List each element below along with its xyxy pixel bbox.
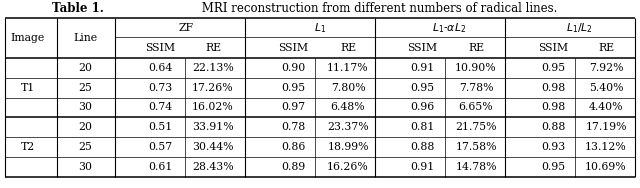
Text: 0.57: 0.57: [148, 142, 172, 152]
Text: 0.89: 0.89: [281, 162, 305, 172]
Text: 25: 25: [78, 83, 92, 93]
Text: 0.81: 0.81: [410, 122, 434, 132]
Text: SSIM: SSIM: [278, 43, 308, 53]
Text: 14.78%: 14.78%: [455, 162, 497, 172]
Text: MRI reconstruction from different numbers of radical lines.: MRI reconstruction from different number…: [198, 2, 557, 14]
Text: 20: 20: [78, 63, 92, 73]
Text: 0.93: 0.93: [541, 142, 565, 152]
Text: 30: 30: [78, 102, 92, 112]
Text: 0.95: 0.95: [281, 83, 305, 93]
Text: $L_1$-$\alpha L_2$: $L_1$-$\alpha L_2$: [432, 21, 466, 35]
Text: 10.69%: 10.69%: [585, 162, 627, 172]
Text: 0.64: 0.64: [148, 63, 172, 73]
Text: 0.97: 0.97: [281, 102, 305, 112]
Text: 25: 25: [78, 142, 92, 152]
Text: RE: RE: [205, 43, 221, 53]
Text: 16.26%: 16.26%: [327, 162, 369, 172]
Text: 28.43%: 28.43%: [192, 162, 234, 172]
Text: 17.26%: 17.26%: [192, 83, 234, 93]
Text: $L_1$: $L_1$: [314, 21, 326, 35]
Text: 7.78%: 7.78%: [459, 83, 493, 93]
Text: 5.40%: 5.40%: [589, 83, 623, 93]
Text: 21.75%: 21.75%: [455, 122, 497, 132]
Text: 22.13%: 22.13%: [192, 63, 234, 73]
Text: 0.78: 0.78: [281, 122, 305, 132]
Text: 0.88: 0.88: [541, 122, 565, 132]
Text: RE: RE: [598, 43, 614, 53]
Text: SSIM: SSIM: [407, 43, 437, 53]
Text: Image: Image: [11, 33, 45, 43]
Text: 7.92%: 7.92%: [589, 63, 623, 73]
Text: ZF: ZF: [179, 23, 193, 33]
Text: RE: RE: [468, 43, 484, 53]
Text: 0.91: 0.91: [410, 63, 434, 73]
Text: 0.98: 0.98: [541, 83, 565, 93]
Text: 20: 20: [78, 122, 92, 132]
Text: SSIM: SSIM: [538, 43, 568, 53]
Text: 0.95: 0.95: [410, 83, 434, 93]
Text: 7.80%: 7.80%: [331, 83, 365, 93]
Text: 0.61: 0.61: [148, 162, 172, 172]
Text: RE: RE: [340, 43, 356, 53]
Text: 6.48%: 6.48%: [331, 102, 365, 112]
Text: 30.44%: 30.44%: [192, 142, 234, 152]
Text: 0.95: 0.95: [541, 63, 565, 73]
Text: T1: T1: [21, 83, 35, 93]
Text: Line: Line: [73, 33, 97, 43]
Text: 0.86: 0.86: [281, 142, 305, 152]
Text: 0.88: 0.88: [410, 142, 434, 152]
Text: 0.74: 0.74: [148, 102, 172, 112]
Text: 6.65%: 6.65%: [459, 102, 493, 112]
Text: 11.17%: 11.17%: [327, 63, 369, 73]
Text: 17.19%: 17.19%: [585, 122, 627, 132]
Text: 30: 30: [78, 162, 92, 172]
Text: 0.95: 0.95: [541, 162, 565, 172]
Text: 0.91: 0.91: [410, 162, 434, 172]
Text: 33.91%: 33.91%: [192, 122, 234, 132]
Text: 0.96: 0.96: [410, 102, 434, 112]
Text: 0.98: 0.98: [541, 102, 565, 112]
Text: 0.90: 0.90: [281, 63, 305, 73]
Text: 23.37%: 23.37%: [327, 122, 369, 132]
Text: 0.73: 0.73: [148, 83, 172, 93]
Text: Table 1.: Table 1.: [52, 2, 104, 14]
Text: $L_1/L_2$: $L_1/L_2$: [566, 21, 593, 35]
Text: 17.58%: 17.58%: [455, 142, 497, 152]
Text: 4.40%: 4.40%: [589, 102, 623, 112]
Text: 13.12%: 13.12%: [585, 142, 627, 152]
Text: T2: T2: [21, 142, 35, 152]
Text: 0.51: 0.51: [148, 122, 172, 132]
Text: 18.99%: 18.99%: [327, 142, 369, 152]
Text: SSIM: SSIM: [145, 43, 175, 53]
Text: 10.90%: 10.90%: [455, 63, 497, 73]
Text: 16.02%: 16.02%: [192, 102, 234, 112]
